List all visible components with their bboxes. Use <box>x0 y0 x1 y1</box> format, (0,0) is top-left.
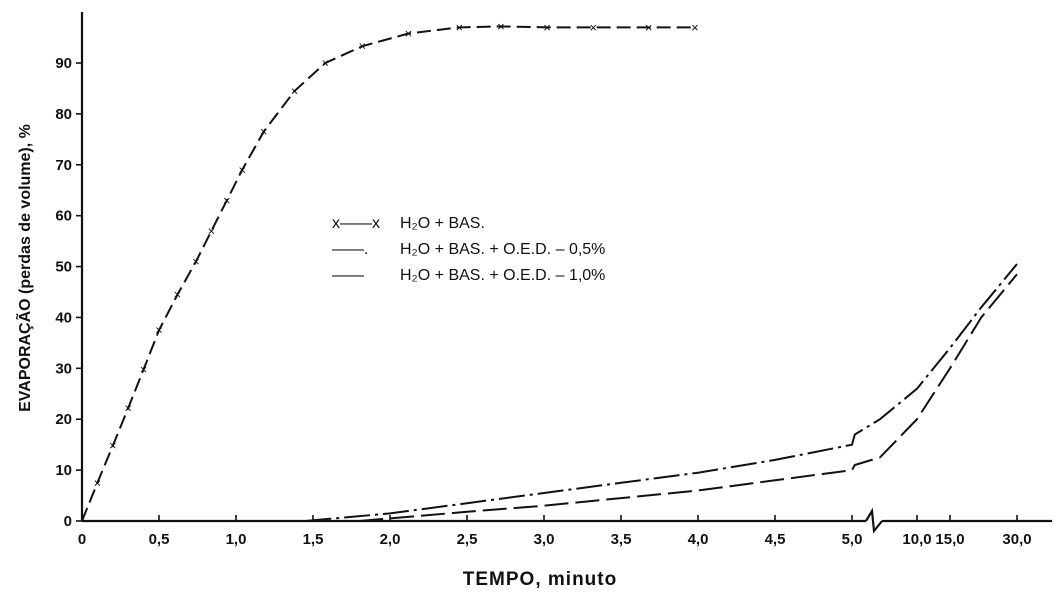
y-tick-label: 60 <box>55 208 72 225</box>
x-tick-label: 4,0 <box>688 531 709 548</box>
legend-entry-2: ——. H₂O + BAS. + O.E.D. – 0,5% <box>332 241 605 258</box>
legend-label: H₂O + BAS. + O.E.D. – 1,0% <box>400 267 605 284</box>
x-tick-label: 2,0 <box>380 531 401 548</box>
y-axis-title: EVAPORAÇÃO (perdas de volume), % <box>14 124 34 412</box>
series-1: × × × × × × × × × × × × × × × × × × × × × <box>81 19 699 522</box>
data-point-marker: × <box>322 56 330 71</box>
data-point-marker: × <box>691 20 699 35</box>
x-tick-label: 30,0 <box>1002 531 1031 548</box>
data-point-marker: × <box>208 223 216 238</box>
series-2 <box>305 263 1018 522</box>
x-tick-label: 3,5 <box>611 531 632 548</box>
series-line <box>359 273 1018 522</box>
data-point-marker: × <box>405 26 413 41</box>
data-point-marker: × <box>140 362 148 377</box>
y-tick-label: 10 <box>55 462 72 479</box>
y-tick-label: 0 <box>64 513 72 530</box>
x-axis-break-mark <box>865 507 883 534</box>
x-tick-label: 1,0 <box>226 531 247 548</box>
x-tick-label: 4,5 <box>765 531 786 548</box>
data-point-marker: × <box>497 19 505 34</box>
y-tick-label: 40 <box>55 309 72 326</box>
data-point-marker: × <box>192 254 200 269</box>
legend-label: H₂O + BAS. + O.E.D. – 0,5% <box>400 241 605 258</box>
data-point-marker: × <box>645 20 653 35</box>
data-point-marker: × <box>358 39 366 54</box>
y-tick-label: 70 <box>55 157 72 174</box>
x-tick-label: 5,0 <box>842 531 863 548</box>
legend-symbol: x——x <box>332 215 380 232</box>
data-point-marker: × <box>94 475 102 490</box>
y-tick-label: 30 <box>55 360 72 377</box>
data-point-marker: × <box>238 162 246 177</box>
series-line <box>305 263 1018 522</box>
legend-symbol: ——. <box>332 241 368 258</box>
series-line <box>81 25 695 522</box>
data-point-marker: × <box>291 83 299 98</box>
legend-entry-3: —— H₂O + BAS. + O.E.D. – 1,0% <box>332 267 605 284</box>
y-tick-label: 90 <box>55 55 72 72</box>
data-point-marker: × <box>543 20 551 35</box>
legend-label: H₂O + BAS. <box>400 215 485 232</box>
data-point-marker: × <box>260 124 268 139</box>
y-tick-label: 20 <box>55 411 72 428</box>
data-point-marker: × <box>124 401 132 416</box>
data-point-marker: × <box>109 438 117 453</box>
data-point-marker: × <box>456 20 464 35</box>
x-tick-label: 3,0 <box>534 531 555 548</box>
x-tick-label: 2,5 <box>457 531 478 548</box>
x-tick-label: 15,0 <box>935 531 964 548</box>
y-tick-label: 80 <box>55 106 72 123</box>
data-point-marker: × <box>155 323 163 338</box>
x-tick-label: 10,0 <box>902 531 931 548</box>
legend-symbol: —— <box>332 267 364 284</box>
data-point-marker: × <box>589 20 597 35</box>
series-3 <box>359 273 1018 522</box>
legend-entry-1: x——x H₂O + BAS. <box>332 215 485 232</box>
data-point-marker: × <box>223 193 231 208</box>
x-axis-title: TEMPO, minuto <box>463 569 617 590</box>
x-tick-label: 1,5 <box>303 531 324 548</box>
data-point-marker: × <box>174 287 182 302</box>
x-tick-label: 0 <box>78 531 86 548</box>
x-tick-label: 0,5 <box>149 531 170 548</box>
y-tick-label: 50 <box>55 259 72 276</box>
